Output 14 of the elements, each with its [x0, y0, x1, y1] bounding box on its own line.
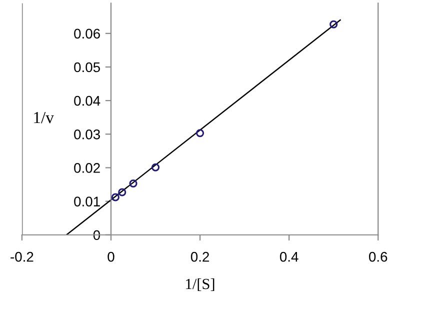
y-axis-title: 1/v [34, 112, 54, 124]
y-tick-label: 0.05 [74, 62, 100, 72]
y-tick-label: 0.06 [74, 28, 100, 39]
x-axis-title: 1/[S] [186, 278, 214, 292]
x-tick-label: -0.2 [10, 252, 34, 262]
x-tick-label: 0.2 [190, 252, 209, 262]
x-tick-label: 0.6 [369, 252, 388, 262]
y-tick-label: 0 [93, 230, 100, 240]
y-tick-label: 0.01 [74, 196, 100, 206]
x-tick-label: 0 [108, 252, 114, 262]
y-tick-label: 0.03 [74, 129, 100, 140]
y-tick-label: 0.02 [74, 163, 100, 173]
y-tick-label: 0.04 [74, 96, 100, 106]
x-tick-label: 0.4 [280, 252, 298, 262]
